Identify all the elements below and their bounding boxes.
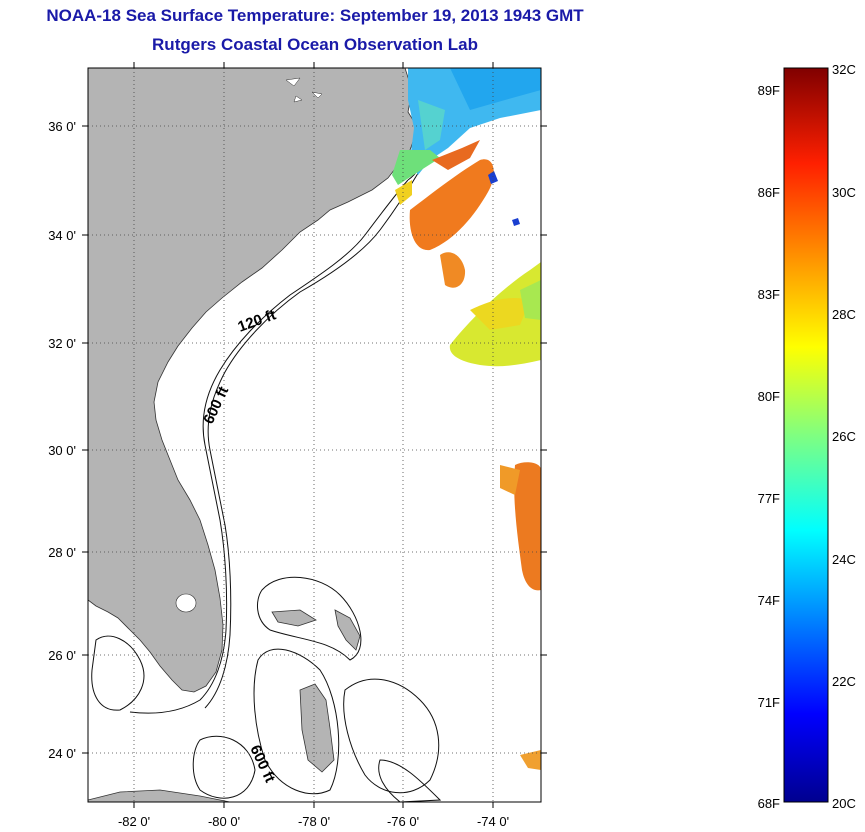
colorbar-f-label: 71F xyxy=(758,695,780,710)
lat-label: 24 0' xyxy=(48,746,76,761)
lon-label: -74 0' xyxy=(477,814,509,829)
colorbar-c-label: 22C xyxy=(832,674,856,689)
colorbar-c-label: 30C xyxy=(832,185,856,200)
colorbar xyxy=(783,67,829,803)
lat-label: 32 0' xyxy=(48,336,76,351)
inland-lakes xyxy=(285,77,323,103)
colorbar-f-label: 89F xyxy=(758,83,780,98)
lat-label: 36 0' xyxy=(48,119,76,134)
lat-label: 30 0' xyxy=(48,443,76,458)
colorbar-c-label: 32C xyxy=(832,62,856,77)
land-cuba xyxy=(88,789,231,802)
lat-label: 28 0' xyxy=(48,545,76,560)
lake-okeechobee xyxy=(175,593,197,613)
colorbar-c-label: 26C xyxy=(832,429,856,444)
lat-label: 26 0' xyxy=(48,648,76,663)
lon-label: -78 0' xyxy=(298,814,330,829)
map-title: NOAA-18 Sea Surface Temperature: Septemb… xyxy=(46,6,584,25)
colorbar-c-label: 24C xyxy=(832,552,856,567)
bahamas-bank-contours xyxy=(91,576,442,802)
sst-patches xyxy=(392,68,541,770)
colorbar-f-label: 86F xyxy=(758,185,780,200)
colorbar-f-label: 74F xyxy=(758,593,780,608)
colorbar-c-label: 20C xyxy=(832,796,856,811)
lon-label: -82 0' xyxy=(118,814,150,829)
axis-ticks xyxy=(82,62,547,808)
bahamas-andros xyxy=(299,683,335,773)
colorbar-f-label: 80F xyxy=(758,389,780,404)
land-southeast-us xyxy=(88,68,419,693)
lat-label: 34 0' xyxy=(48,228,76,243)
bahamas-abaco xyxy=(334,609,361,651)
bahamas-grand xyxy=(271,609,317,627)
colorbar-f-label: 83F xyxy=(758,287,780,302)
colorbar-c-label: 28C xyxy=(832,307,856,322)
lon-label: -80 0' xyxy=(208,814,240,829)
colorbar-f-label: 68F xyxy=(758,796,780,811)
lon-label: -76 0' xyxy=(387,814,419,829)
map-subtitle: Rutgers Coastal Ocean Observation Lab xyxy=(152,35,478,54)
colorbar-f-label: 77F xyxy=(758,491,780,506)
